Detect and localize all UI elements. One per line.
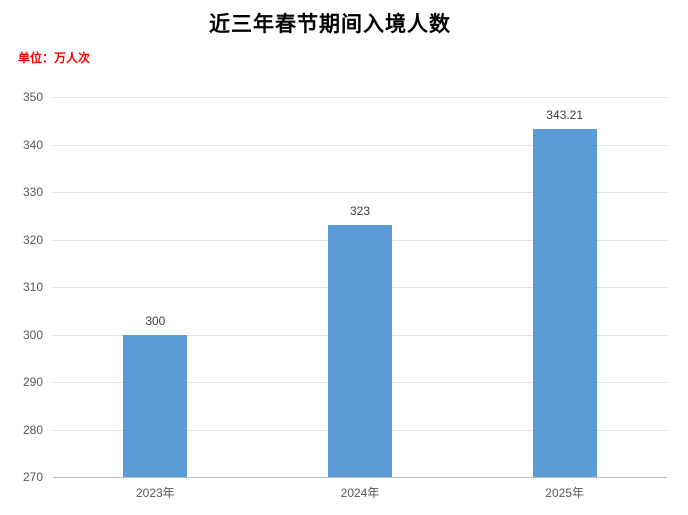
- x-axis-label: 2024年: [340, 486, 380, 500]
- gridline: [53, 97, 667, 98]
- x-axis-line: [53, 477, 667, 478]
- y-axis-label: 350: [22, 90, 43, 104]
- bar: [532, 129, 597, 477]
- y-axis-label: 300: [22, 327, 43, 342]
- y-axis-label: 310: [22, 280, 43, 294]
- y-axis-label: 330: [22, 185, 43, 199]
- x-axis-label: 2025年: [545, 486, 584, 500]
- y-axis-label: 270: [22, 470, 43, 484]
- bar: [328, 225, 392, 477]
- y-axis-label: 340: [22, 137, 43, 152]
- bar-value-label: 323: [349, 204, 371, 219]
- y-axis-label: 280: [22, 422, 43, 437]
- unit-label: 单位：万人次: [18, 51, 91, 65]
- y-axis-label: 320: [22, 232, 43, 247]
- x-axis-label: 2023年: [135, 486, 175, 500]
- gridline: [53, 144, 667, 146]
- bar: [123, 334, 188, 477]
- chart-title: 近三年春节期间入境人数: [209, 12, 451, 36]
- y-axis-label: 290: [22, 375, 43, 389]
- bar-value-label: 343.21: [546, 108, 583, 123]
- bar-value-label: 300: [145, 313, 166, 328]
- plot-area: [53, 97, 667, 478]
- gridline: [53, 192, 667, 193]
